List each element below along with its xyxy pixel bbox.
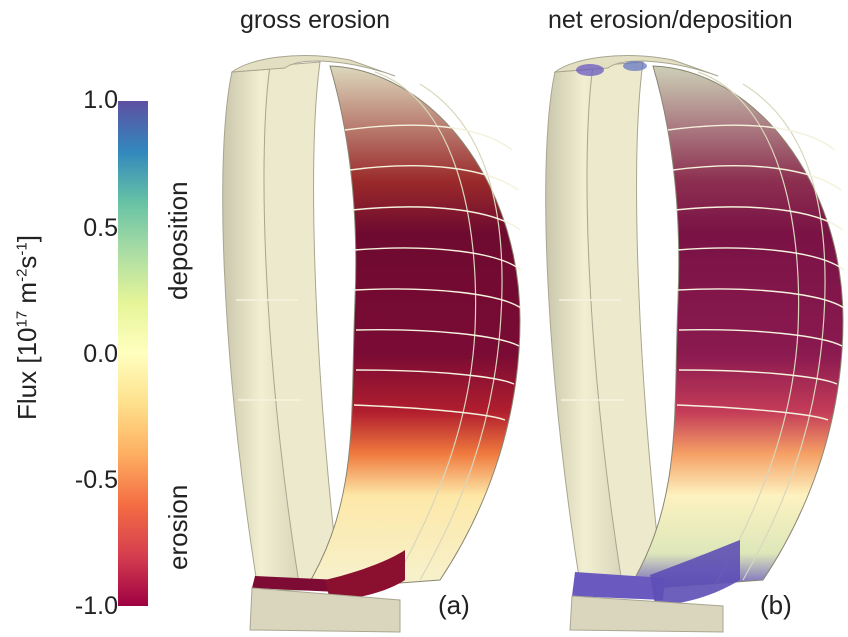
panel-b-vessel <box>545 55 845 633</box>
panel-label-b: (b) <box>760 590 792 620</box>
colorbar-tick-lower: -0.5 <box>74 466 118 494</box>
colorbar-tick-bottom: -1.0 <box>74 592 118 620</box>
colorbar-tick-upper: 0.5 <box>83 214 118 242</box>
title-net-erosion-deposition: net erosion/deposition <box>548 6 793 34</box>
deposition-annotation: deposition <box>163 181 193 300</box>
erosion-annotation: erosion <box>163 484 193 570</box>
colorbar-tick-middle: 0.0 <box>83 340 118 368</box>
colorbar <box>118 101 148 606</box>
colorbar-tick-top: 1.0 <box>83 86 118 114</box>
title-gross-erosion: gross erosion <box>240 6 391 34</box>
panel-a-vessel <box>222 55 522 633</box>
colorbar-axis-label: Flux [1017 m-2s-1] <box>12 235 42 420</box>
panel-label-a: (a) <box>438 590 470 620</box>
